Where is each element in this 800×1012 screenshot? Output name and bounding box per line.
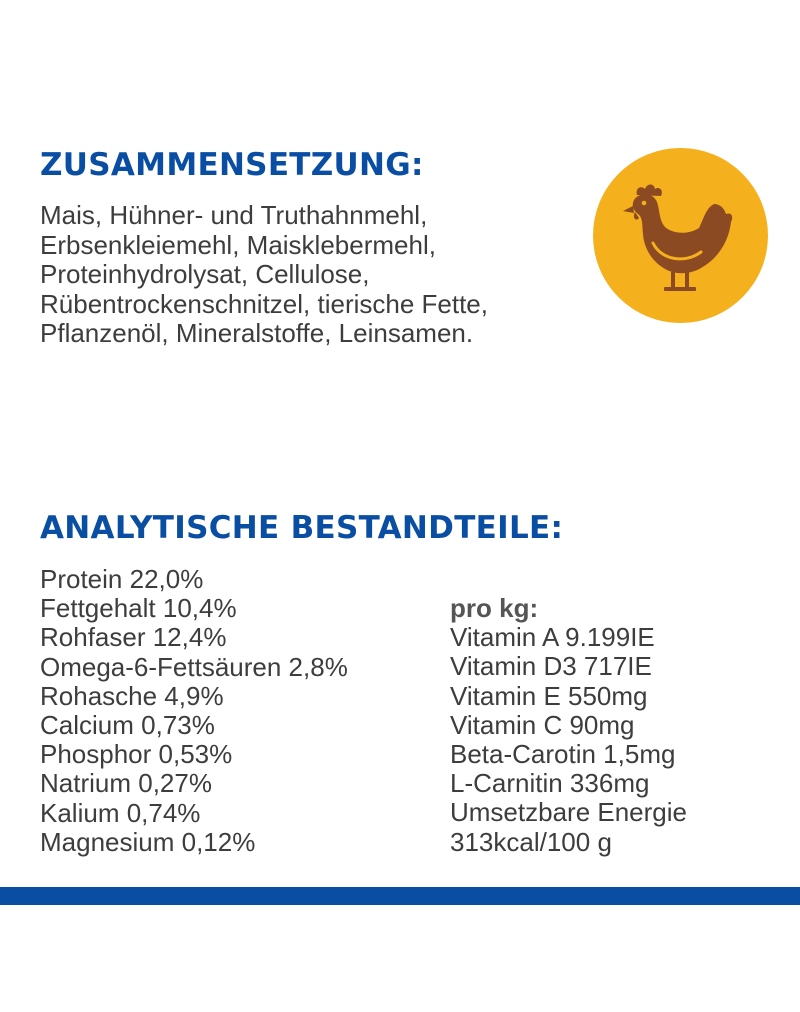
vitamin-item: L-Carnitin 336mg [450, 768, 650, 799]
chicken-icon [623, 184, 733, 291]
composition-heading: ZUSAMMENSETZUNG: [40, 147, 424, 183]
per-kg-label: pro kg: [450, 593, 539, 623]
composition-line: Rübentrockenschnitzel, tierische Fette, [40, 288, 488, 319]
chicken-badge [593, 148, 768, 323]
vitamin-item: 313kcal/100 g [450, 826, 612, 857]
vitamin-item: Umsetzbare Energie [450, 797, 687, 828]
analysis-item: Magnesium 0,12% [40, 826, 256, 857]
analysis-item: Fettgehalt 10,4% [40, 593, 237, 624]
composition-line: Pflanzenöl, Mineralstoffe, Leinsamen. [40, 318, 474, 348]
footer-bar [0, 887, 800, 905]
composition-text: Mais, Hühner- und Truthahnmehl, Erbsenkl… [40, 200, 600, 349]
vitamin-item: Vitamin E 550mg [450, 680, 648, 711]
analysis-item: Kalium 0,74% [40, 797, 201, 828]
analysis-item: Natrium 0,27% [40, 768, 212, 799]
analysis-item: Protein 22,0% [40, 564, 204, 594]
composition-line: Proteinhydrolysat, Cellulose, [40, 259, 370, 289]
vitamin-item: Vitamin D3 717IE [450, 651, 652, 682]
composition-line: Erbsenkleiemehl, Maisklebermehl, [40, 229, 436, 260]
analysis-item: Rohasche 4,9% [40, 680, 224, 711]
vitamin-item: Beta-Carotin 1,5mg [450, 739, 676, 770]
analysis-item: Calcium 0,73% [40, 710, 215, 741]
vitamin-item: Vitamin C 90mg [450, 709, 635, 740]
analysis-item: Omega-6-Fettsäuren 2,8% [40, 651, 348, 682]
vitamin-item: Vitamin A 9.199IE [450, 622, 655, 653]
analysis-left-list: Protein 22,0% Fettgehalt 10,4% Rohfaser … [40, 564, 348, 857]
analysis-item: Phosphor 0,53% [40, 739, 233, 770]
vitamin-list: pro kg: Vitamin A 9.199IE Vitamin D3 717… [450, 593, 687, 857]
composition-line: Mais, Hühner- und Truthahnmehl, [40, 200, 428, 230]
analysis-heading: ANALYTISCHE BESTANDTEILE: [40, 510, 564, 546]
analysis-item: Rohfaser 12,4% [40, 622, 227, 653]
